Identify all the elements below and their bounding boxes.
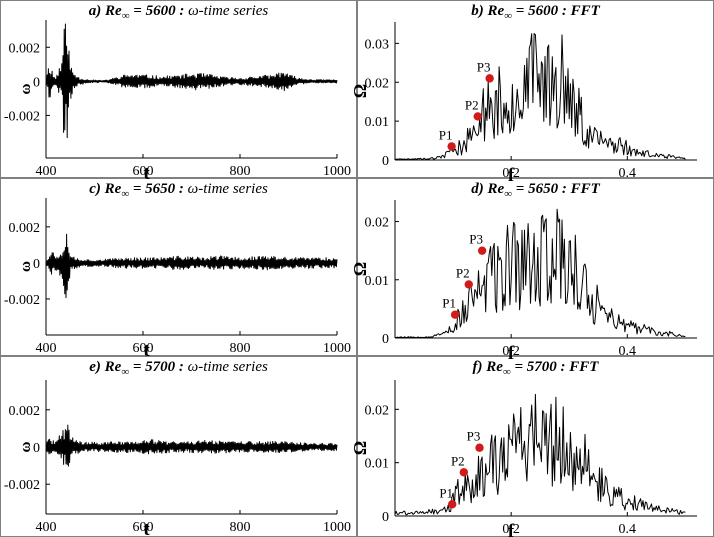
y-tick-label-e: 0.002 (9, 404, 41, 419)
peak-marker-p1-f (448, 500, 457, 509)
x-tick-label-d: 0.2 (502, 344, 520, 359)
x-axis-label-a: t (143, 163, 150, 184)
chart-title-e: e) Re∞ = 5700 : ω-time series (89, 359, 268, 378)
chart-title-f: f) Re∞ = 5700 : FFT (473, 359, 600, 378)
x-tick-label-e: 600 (133, 520, 154, 535)
y-tick-label-d: 0.02 (365, 216, 390, 231)
x-axis-label-f: f (508, 521, 515, 537)
y-tick-label-f: 0.02 (365, 403, 390, 418)
panel-border-a (0, 0, 357, 178)
series-line-e (45, 424, 338, 467)
x-tick-label-e: 1000 (323, 520, 351, 535)
peak-label-p3-d: P3 (469, 232, 483, 247)
y-tick-label-b: 0.01 (365, 115, 390, 130)
x-tick-label-c: 800 (230, 341, 251, 356)
panel-border-b (357, 0, 714, 178)
peak-label-p3-f: P3 (467, 429, 481, 444)
y-tick-label-b: 0.03 (365, 37, 390, 52)
chart-c: c) Re∞ = 5650 : ω-time series 0.002 0 -0.00… (4, 181, 351, 361)
y-tick-label-c: 0.002 (9, 221, 41, 236)
x-tick-label-a: 400 (36, 164, 57, 179)
x-tick-label-e: 800 (230, 520, 251, 535)
y-tick-label-c: 0 (33, 257, 40, 272)
y-axis-label-a: ω (18, 83, 34, 94)
x-axis-label-b: f (508, 165, 515, 186)
peak-marker-p2-f (459, 468, 469, 477)
series-line-f (394, 393, 686, 516)
peak-label-p1-b: P1 (439, 127, 453, 142)
chart-title-a: a) Re∞ = 5600 : ω-time series (89, 3, 269, 22)
peak-marker-p2-b (473, 112, 482, 121)
x-tick-label-a: 1000 (323, 164, 351, 179)
y-tick-label-a: 0 (33, 75, 40, 90)
x-tick-label-b: 0.2 (502, 166, 520, 181)
peak-marker-p3-b (485, 74, 494, 83)
y-tick-label-c: -0.002 (4, 293, 40, 308)
chart-d: d) Re∞ = 5650 : FFT 0.02 0.01 0 0.2 0.4 f Ω P1 P2… (350, 181, 697, 364)
chart-title-b: b) Re∞ = 5600 : FFT (471, 3, 600, 22)
x-tick-label-b: 0.4 (619, 166, 637, 181)
y-axis-label-e: ω (18, 441, 34, 452)
y-tick-label-a: 0.002 (9, 41, 41, 56)
peak-label-p2-f: P2 (451, 453, 465, 468)
peak-marker-p2-d (464, 280, 473, 289)
chart-title-c: c) Re∞ = 5650 : ω-time series (89, 181, 268, 200)
y-axis-label-c: ω (18, 261, 34, 272)
x-axis-label-c: t (143, 340, 150, 361)
y-tick-label-b: 0 (382, 154, 389, 169)
peak-marker-p3-f (475, 443, 484, 452)
y-tick-label-e: 0 (33, 441, 40, 456)
peak-label-p1-d: P1 (442, 296, 456, 311)
x-tick-label-f: 0.2 (502, 522, 520, 537)
y-axis-label-b: Ω (350, 84, 370, 98)
series-line-d (394, 208, 686, 339)
x-tick-label-c: 1000 (323, 341, 351, 356)
peak-marker-p1-b (447, 142, 456, 151)
chart-e: e) Re∞ = 5700 : ω-time series 0.002 0 -0.00… (4, 359, 351, 537)
series-line-b (394, 33, 686, 161)
peak-label-p2-b: P2 (465, 97, 479, 112)
x-tick-label-a: 600 (133, 164, 154, 179)
x-axis-label-d: f (508, 343, 515, 364)
x-axis-label-e: t (143, 519, 150, 537)
y-tick-label-e: -0.002 (4, 478, 40, 493)
peak-label-p2-d: P2 (456, 265, 470, 280)
y-tick-label-f: 0.01 (365, 457, 390, 472)
y-axis-label-f: Ω (350, 441, 370, 455)
x-tick-label-c: 400 (36, 341, 57, 356)
y-tick-label-f: 0 (382, 510, 389, 525)
panel-border-c (0, 178, 357, 356)
y-tick-label-d: 0.01 (365, 274, 390, 289)
chart-a: a) Re∞ = 5600 : ω-time series 0.002 0 -0.00… (4, 3, 351, 184)
series-line-c (45, 233, 338, 299)
peak-marker-p3-d (477, 246, 487, 255)
peak-marker-p1-d (450, 310, 460, 319)
x-tick-label-c: 600 (133, 341, 154, 356)
chart-f: f) Re∞ = 5700 : FFT 0.02 0.01 0 0.2 0.4 f Ω P1 P2… (350, 359, 697, 537)
peak-label-p3-b: P3 (477, 59, 491, 74)
y-tick-label-a: -0.002 (4, 109, 40, 124)
chart-title-d: d) Re∞ = 5650 : FFT (471, 181, 600, 200)
x-tick-label-d: 0.4 (619, 344, 637, 359)
y-tick-label-b: 0.02 (365, 76, 390, 91)
x-tick-label-f: 0.4 (619, 522, 637, 537)
y-axis-label-d: Ω (350, 262, 370, 276)
series-line-a (45, 23, 338, 139)
chart-b: b) Re∞ = 5600 : FFT 0.03 0.02 0.01 0 0.2 0.4 f Ω… (350, 3, 697, 186)
x-tick-label-a: 800 (230, 164, 251, 179)
panel-border-d (357, 178, 714, 356)
x-tick-label-e: 400 (36, 520, 57, 535)
peak-label-p1-f: P1 (439, 485, 453, 500)
y-tick-label-d: 0 (382, 332, 389, 347)
